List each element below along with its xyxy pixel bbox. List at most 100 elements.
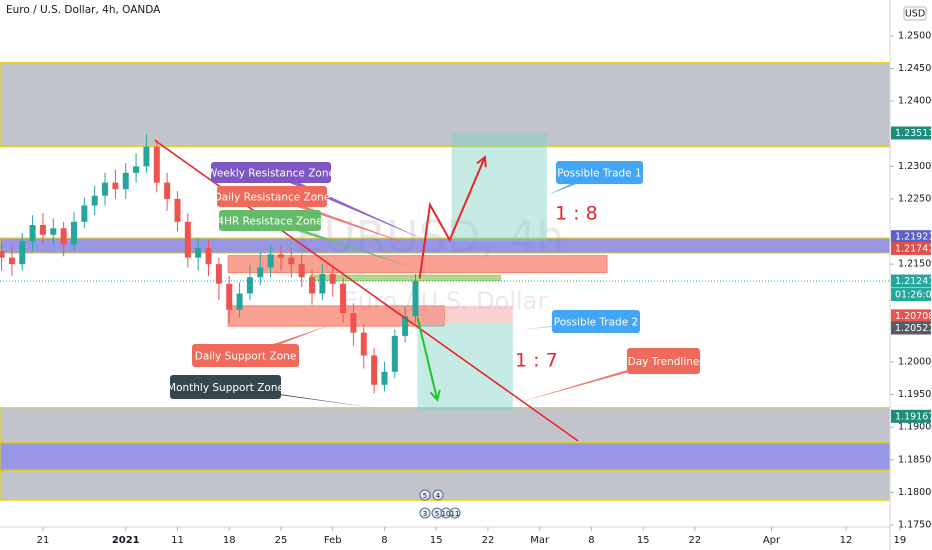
price-tag — [891, 409, 931, 423]
candle-body — [70, 221, 77, 245]
event-badge — [449, 507, 461, 519]
y-tick-label: 1.20000 — [898, 356, 932, 367]
price-tag-label: 1.20708 — [895, 311, 932, 322]
zone — [0, 469, 891, 501]
callout-text: Daily Support Zone — [195, 351, 296, 363]
candle-body — [402, 316, 409, 336]
x-tick-label: 19 — [893, 535, 906, 546]
countdown-tag — [891, 288, 931, 302]
symbol-title: Euro / U.S. Dollar, 4h, OANDA — [6, 4, 161, 16]
y-tick-label: 1.22500 — [898, 193, 932, 204]
callout-box — [556, 161, 643, 184]
event-badge-text: 10 — [442, 510, 451, 518]
candle-body — [236, 293, 243, 310]
callout-box — [627, 348, 700, 374]
zone — [227, 255, 608, 274]
candle-body — [8, 257, 15, 265]
event-badge — [419, 507, 431, 519]
price-tag-label: 1.21741 — [895, 243, 932, 254]
candle-body — [112, 182, 119, 190]
x-tick-label: 8 — [588, 535, 594, 546]
y-tick-label: 1.18000 — [898, 487, 932, 498]
candle-body — [143, 146, 150, 167]
zone — [0, 62, 891, 148]
candle-body — [205, 247, 212, 265]
arrow-head — [476, 155, 487, 168]
candle-body — [340, 283, 347, 314]
candle-body — [288, 257, 295, 265]
y-tick-label: 1.17500 — [898, 520, 932, 531]
callout-text: Day Trendline — [628, 356, 700, 368]
candle-body — [60, 228, 67, 245]
ratio-label: 1 : 8 — [555, 203, 598, 225]
price-tag-label: 1.20521 — [895, 323, 932, 334]
candle-body — [19, 241, 26, 265]
candle-body — [360, 332, 367, 356]
zone — [0, 237, 891, 254]
candle-body — [350, 313, 357, 333]
x-tick-label: 15 — [430, 535, 443, 546]
price-tag-label: 1.21241 — [895, 276, 932, 287]
countdown: 01:26:08 — [895, 290, 932, 301]
trade-target — [417, 322, 513, 411]
zone — [309, 274, 501, 281]
currency: USD — [905, 9, 925, 20]
arrow-head — [429, 389, 441, 402]
arrow-path — [418, 156, 486, 279]
candle-body — [39, 225, 46, 235]
zone — [0, 407, 891, 444]
trade-target — [451, 133, 547, 242]
candle-body — [246, 277, 253, 294]
y-tick-label: 1.18500 — [898, 454, 932, 465]
event-badge-text: 5 — [435, 510, 439, 518]
event-badge-text: 5 — [423, 492, 427, 500]
candle-body — [133, 166, 140, 173]
candle-body — [174, 198, 181, 222]
x-tick-label: Feb — [324, 535, 342, 546]
price-tag — [891, 309, 931, 323]
candle-body — [122, 172, 129, 190]
time-axis-bg — [0, 527, 890, 550]
callout-box — [217, 186, 327, 207]
event-badge-text: 4 — [436, 492, 441, 500]
callout-text: Weekly Resistance Zone — [207, 168, 335, 180]
candle-body — [215, 264, 222, 284]
candle-body — [381, 371, 388, 385]
candle-body — [329, 273, 336, 284]
callout-box — [552, 310, 640, 333]
candle-body — [29, 225, 36, 242]
event-badge — [432, 489, 444, 501]
callout-pointer — [266, 196, 425, 250]
price-tag — [891, 241, 931, 255]
candle-body — [184, 221, 191, 258]
currency-box — [903, 6, 927, 21]
y-tick-label: 1.25000 — [898, 30, 932, 41]
x-tick-label: 18 — [223, 535, 236, 546]
callout-text: Monthly Support Zone — [167, 382, 284, 394]
ratio-label: 1 : 7 — [515, 350, 558, 372]
x-tick-label: 21 — [37, 535, 50, 546]
callout-box — [219, 210, 321, 231]
x-tick-label: 15 — [637, 535, 650, 546]
y-tick-label: 1.21500 — [898, 259, 932, 270]
candle-body — [102, 182, 109, 196]
candle-body — [298, 264, 305, 278]
price-tag — [891, 126, 931, 140]
candle-body — [319, 273, 326, 294]
candle-body — [164, 182, 171, 199]
x-tick-label: Mar — [530, 535, 550, 546]
x-tick-label: 12 — [840, 535, 853, 546]
arrow-path — [416, 317, 439, 401]
price-tag — [891, 230, 931, 244]
price-tag — [891, 321, 931, 335]
callout-text: Daily Resistance Zone — [214, 192, 331, 204]
candle-body — [412, 281, 419, 317]
candle-body — [391, 335, 398, 372]
x-tick-label: 2021 — [112, 535, 140, 546]
candle-body — [50, 228, 57, 235]
candle-body — [195, 247, 202, 258]
candle-body — [371, 355, 378, 385]
callout-text: Possible Trade 1 — [557, 168, 641, 180]
